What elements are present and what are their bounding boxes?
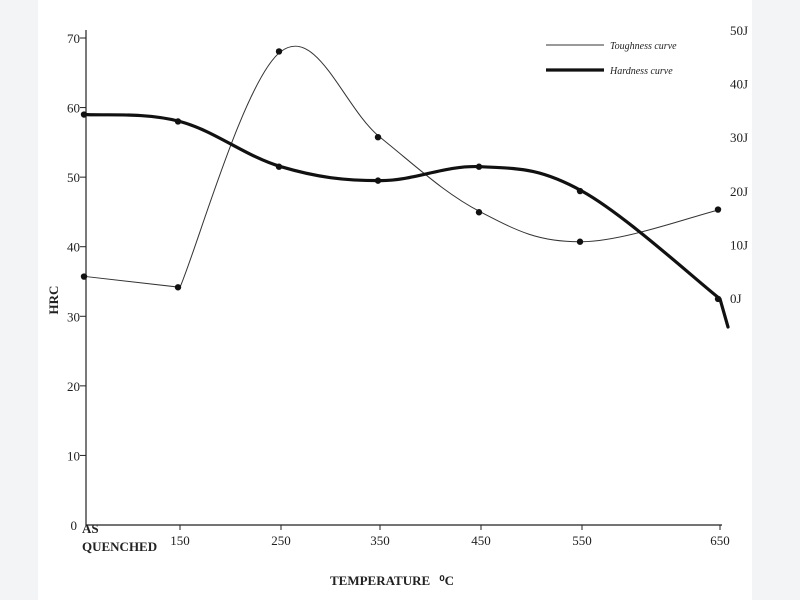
- y-axis-ticks: 0 10 20 30 40 50 60 70: [67, 31, 86, 533]
- right-axis-tick-label: 0J: [730, 291, 742, 306]
- x-axis-title-unit: ⁰C: [439, 573, 454, 588]
- hardness-point: [714, 295, 722, 303]
- x-tick-label: QUENCHED: [82, 539, 157, 554]
- legend-label-toughness: Toughness curve: [610, 41, 677, 52]
- toughness-curve: [85, 45, 721, 288]
- hardness-point: [374, 177, 382, 184]
- y-tick-label: 10: [67, 448, 80, 463]
- right-axis-tick-label: 50J: [730, 23, 748, 38]
- toughness-point: [475, 209, 483, 216]
- toughness-point: [374, 134, 382, 141]
- x-tick-label: 150: [170, 533, 190, 548]
- x-tick-label: 550: [572, 533, 592, 548]
- toughness-point: [80, 273, 88, 280]
- x-tick-label: 250: [271, 533, 291, 548]
- toughness-point: [275, 48, 283, 55]
- points-layer: [80, 48, 722, 303]
- x-axis-title: TEMPERATURE ⁰C: [330, 573, 454, 588]
- axes: [85, 30, 722, 526]
- hardness-point: [275, 163, 283, 170]
- hardness-curve: [84, 112, 730, 329]
- series-layer: [84, 45, 730, 329]
- toughness-point: [174, 284, 182, 291]
- legend-label-hardness: Hardness curve: [609, 66, 673, 77]
- y-tick-label: 30: [67, 309, 80, 324]
- right-axis-tick-label: 20J: [730, 184, 748, 199]
- hardness-point: [174, 118, 182, 125]
- right-axis-tick-label: 30J: [730, 130, 748, 145]
- x-tick-label: 450: [471, 533, 491, 548]
- hardness-point: [475, 163, 483, 170]
- hardness-point: [576, 187, 584, 195]
- y-tick-label: 0: [71, 518, 78, 533]
- right-axis-tick-label: 40J: [730, 77, 748, 92]
- toughness-point: [714, 206, 722, 213]
- x-tick-label: 650: [710, 533, 730, 548]
- y-tick-label: 60: [67, 101, 80, 116]
- x-axis-ticks: AS QUENCHED 150 250 350 450 550 650: [82, 521, 730, 554]
- legend: Toughness curve Hardness curve: [546, 41, 677, 77]
- y-tick-label: 50: [67, 170, 80, 185]
- right-axis-ticks: 0J 10J 20J 30J 40J 50J: [730, 23, 748, 306]
- right-axis-tick-label: 10J: [730, 237, 748, 252]
- toughness-point: [576, 238, 584, 245]
- y-tick-label: 70: [67, 31, 80, 46]
- y-axis-title: HRC: [46, 286, 61, 315]
- x-tick-label: AS: [82, 521, 99, 536]
- y-tick-label: 40: [67, 240, 80, 255]
- x-tick-label: 350: [370, 533, 390, 548]
- x-axis-title-text: TEMPERATURE: [330, 573, 430, 588]
- y-tick-label: 20: [67, 379, 80, 394]
- hardness-point: [80, 111, 88, 118]
- chart-panel: [38, 0, 752, 600]
